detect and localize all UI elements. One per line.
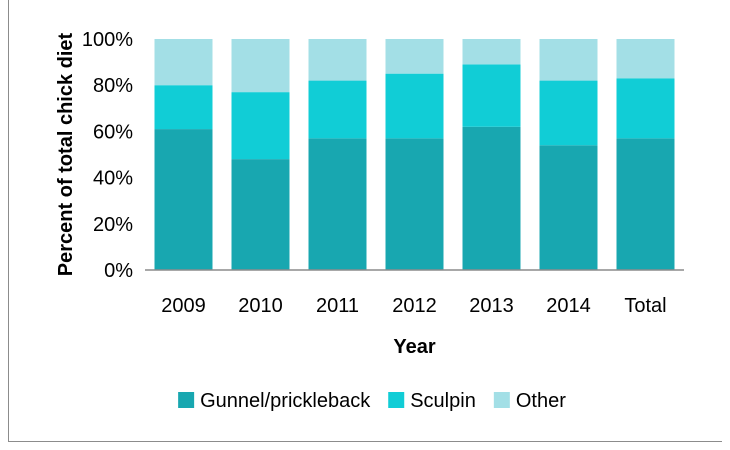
bar-segment-sculpin-total [616,78,675,139]
bar-segment-gunnel-prickleback-total [616,138,675,270]
bar-segment-sculpin-2013 [462,64,521,127]
x-tick-label: Total [624,295,666,317]
legend-swatch [388,392,405,408]
bar-segment-other-2012 [385,39,444,74]
bars [154,39,675,270]
legend-label: Other [516,390,566,412]
bar-segment-other-2014 [539,39,598,81]
bar-segment-sculpin-2012 [385,73,444,139]
bar-segment-other-2010 [231,39,290,93]
bar-segment-gunnel-prickleback-2009 [154,129,213,270]
x-tick-label: 2012 [392,295,437,317]
y-axis-ticks: 0% 20% 40% 60% 80% 100% [82,29,133,282]
bar-segment-other-total [616,39,675,79]
x-tick-label: 2013 [469,295,514,317]
x-tick-label: 2010 [238,295,283,317]
bar-segment-other-2009 [154,39,213,86]
chart-frame [8,0,722,442]
y-tick-label: 60% [93,121,133,143]
bar-segment-other-2013 [462,39,521,65]
bar-segment-sculpin-2009 [154,85,213,130]
x-tick-label: 2009 [161,295,206,317]
bar-segment-gunnel-prickleback-2013 [462,126,521,270]
legend: Gunnel/prickleback Sculpin Other [178,390,566,412]
x-axis-ticks: 2009 2010 2011 2012 2013 2014 Total [161,295,666,317]
y-tick-label: 40% [93,168,133,190]
y-tick-label: 100% [82,29,133,51]
bar-segment-sculpin-2010 [231,92,290,160]
bar-segment-sculpin-2014 [539,80,598,146]
legend-label: Gunnel/prickleback [200,390,371,412]
x-tick-label: 2011 [316,295,359,317]
bar-segment-gunnel-prickleback-2011 [308,138,367,270]
bar-segment-gunnel-prickleback-2010 [231,159,290,270]
bar-segment-gunnel-prickleback-2014 [539,145,598,270]
legend-swatch [178,392,195,408]
y-tick-label: 80% [93,75,133,97]
y-tick-label: 0% [104,260,133,282]
y-axis-title: Percent of total chick diet [55,32,77,276]
legend-swatch [493,392,510,408]
bar-segment-sculpin-2011 [308,80,367,139]
bar-segment-gunnel-prickleback-2012 [385,138,444,270]
x-tick-label: 2014 [546,295,591,317]
bar-segment-other-2011 [308,39,367,81]
x-axis-title: Year [393,336,435,358]
y-tick-label: 20% [93,214,133,236]
legend-label: Sculpin [410,390,476,412]
